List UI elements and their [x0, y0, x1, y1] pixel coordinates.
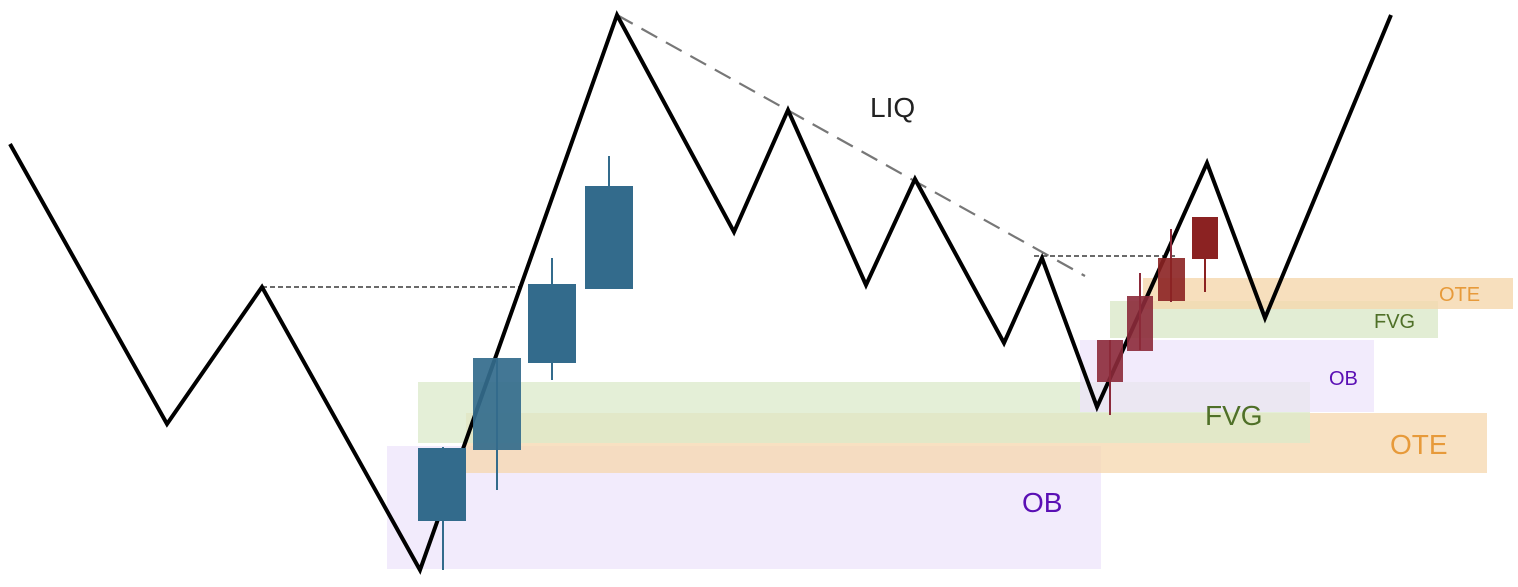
- large-setup-zones: [387, 382, 1487, 569]
- small-setup-zones: [1080, 278, 1513, 412]
- bearish-candles: [1097, 217, 1218, 415]
- reference-lines: [262, 14, 1176, 288]
- ob-label-large: OB: [1022, 487, 1062, 518]
- bull-candle-3: [528, 258, 576, 380]
- bull-candle-2: [473, 358, 521, 490]
- bull-candle-4: [585, 156, 633, 289]
- diagram-labels: LIQ OB FVG OTE OB FVG OTE: [870, 92, 1480, 518]
- ob-zone-small: [1080, 340, 1374, 412]
- liquidity-trendline: [616, 14, 1086, 277]
- fvg-label-large: FVG: [1205, 400, 1263, 431]
- ote-label-small: OTE: [1439, 284, 1480, 306]
- bear-candle-3: [1158, 229, 1185, 302]
- price-path: [8, 10, 1393, 575]
- bear-candle-2: [1127, 273, 1153, 351]
- fvg-label-small: FVG: [1374, 311, 1415, 333]
- liq-label: LIQ: [870, 92, 915, 123]
- bear-candle-4: [1192, 217, 1218, 292]
- ob-label-small: OB: [1329, 368, 1358, 390]
- bullish-candles: [418, 156, 633, 570]
- ote-label-large: OTE: [1390, 429, 1448, 460]
- bear-candle-1: [1097, 340, 1123, 415]
- bull-candle-1: [418, 447, 466, 570]
